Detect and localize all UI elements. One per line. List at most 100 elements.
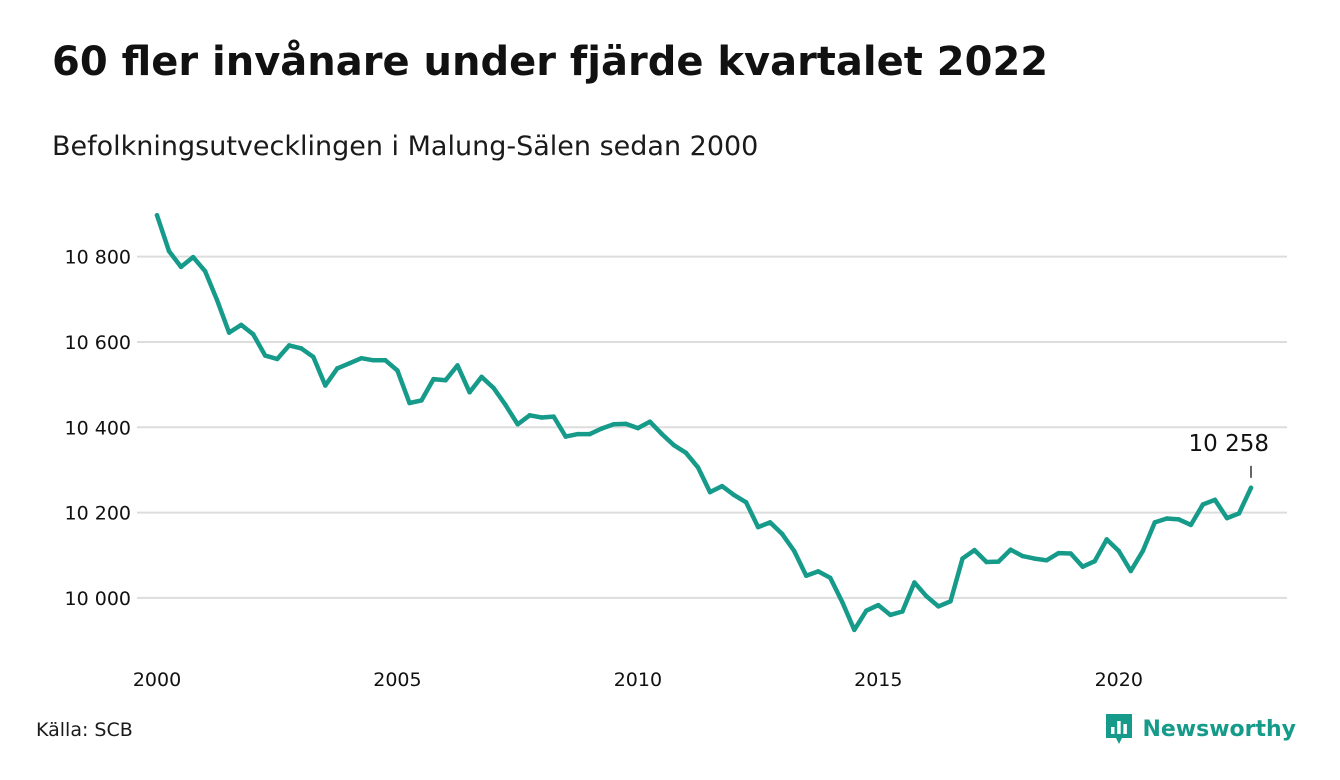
data-point bbox=[1200, 502, 1206, 507]
data-point bbox=[299, 346, 304, 351]
data-point bbox=[1128, 568, 1134, 574]
x-tick-label: 2000 bbox=[133, 669, 181, 691]
data-series bbox=[154, 213, 1254, 633]
data-point bbox=[407, 400, 412, 406]
data-point bbox=[1188, 522, 1194, 528]
data-point bbox=[767, 520, 773, 525]
data-point bbox=[1068, 551, 1073, 556]
data-point bbox=[1140, 548, 1146, 554]
data-point bbox=[707, 489, 713, 495]
data-point bbox=[695, 465, 701, 470]
data-point bbox=[371, 358, 376, 363]
data-point bbox=[575, 431, 581, 437]
data-point bbox=[1152, 520, 1158, 525]
data-point bbox=[960, 556, 965, 561]
data-point bbox=[984, 559, 989, 565]
data-point bbox=[996, 559, 1001, 564]
data-point bbox=[840, 599, 845, 605]
x-tick-label: 2020 bbox=[1095, 669, 1143, 691]
data-point bbox=[178, 264, 184, 270]
x-tick-label: 2015 bbox=[854, 669, 902, 691]
data-point bbox=[671, 442, 677, 448]
data-point bbox=[166, 248, 172, 254]
data-point bbox=[1032, 556, 1037, 561]
data-point bbox=[611, 422, 617, 427]
data-point bbox=[154, 213, 160, 218]
data-point bbox=[347, 361, 352, 366]
x-axis-tick-labels: 2000 2005 2010 2015 2020 bbox=[133, 669, 1143, 691]
data-points bbox=[154, 213, 1254, 633]
data-point bbox=[395, 368, 400, 373]
data-point bbox=[623, 421, 629, 427]
data-point bbox=[250, 332, 256, 337]
data-point bbox=[563, 434, 568, 439]
data-point bbox=[214, 297, 220, 303]
data-point bbox=[359, 355, 364, 361]
data-point bbox=[262, 353, 268, 358]
data-point bbox=[755, 524, 761, 530]
data-point bbox=[1092, 558, 1097, 564]
x-tick-label: 2010 bbox=[614, 669, 662, 691]
data-point bbox=[1044, 558, 1049, 563]
data-point bbox=[815, 569, 821, 574]
data-point bbox=[1248, 485, 1254, 491]
data-point bbox=[1104, 537, 1109, 542]
data-point bbox=[1224, 515, 1230, 521]
data-point bbox=[1056, 550, 1061, 556]
data-point bbox=[900, 609, 905, 614]
data-point bbox=[202, 268, 208, 274]
data-point bbox=[503, 402, 508, 408]
data-point bbox=[972, 547, 977, 553]
y-tick-label: 10 200 bbox=[65, 503, 131, 525]
chart-title: 60 fler invånare under fjärde kvartalet … bbox=[52, 39, 1049, 85]
data-point bbox=[443, 378, 448, 383]
value-annotation: 10 258 bbox=[1189, 431, 1269, 478]
data-point bbox=[743, 500, 749, 505]
data-point bbox=[876, 602, 881, 608]
source-label: Källa: SCB bbox=[36, 719, 133, 741]
data-point bbox=[912, 580, 917, 585]
data-point bbox=[286, 343, 292, 348]
data-point bbox=[515, 422, 520, 427]
data-point bbox=[852, 627, 857, 633]
brand-name: Newsworthy bbox=[1142, 716, 1296, 742]
data-point bbox=[1164, 516, 1170, 521]
data-point bbox=[731, 492, 737, 498]
data-point bbox=[383, 358, 388, 363]
data-point bbox=[683, 450, 689, 456]
data-point bbox=[539, 415, 544, 420]
brand-logo: Newsworthy bbox=[1104, 712, 1296, 746]
data-point bbox=[491, 385, 496, 391]
data-point bbox=[274, 356, 280, 362]
y-tick-label: 10 600 bbox=[65, 332, 131, 354]
data-point bbox=[827, 575, 833, 581]
data-point bbox=[803, 573, 809, 578]
data-point bbox=[455, 363, 460, 368]
data-point bbox=[635, 425, 641, 431]
data-point bbox=[467, 390, 472, 395]
y-axis-tick-labels: 10 000 10 200 10 400 10 600 10 800 bbox=[65, 247, 131, 610]
data-point bbox=[1080, 564, 1085, 569]
data-point bbox=[311, 354, 316, 360]
data-point bbox=[419, 398, 424, 403]
data-point bbox=[1236, 511, 1242, 516]
data-point bbox=[479, 374, 484, 380]
data-point bbox=[1020, 553, 1025, 559]
data-point bbox=[1212, 497, 1218, 503]
data-point bbox=[719, 483, 725, 489]
data-point bbox=[948, 599, 953, 604]
x-tick-label: 2005 bbox=[373, 669, 421, 691]
data-point bbox=[791, 548, 797, 554]
data-point bbox=[647, 419, 653, 424]
data-point bbox=[1116, 548, 1122, 554]
y-tick-label: 10 000 bbox=[65, 588, 131, 610]
data-point bbox=[323, 383, 328, 388]
data-point bbox=[431, 376, 436, 382]
data-point bbox=[924, 593, 929, 599]
data-point bbox=[779, 531, 785, 537]
y-tick-label: 10 800 bbox=[65, 247, 131, 269]
data-point bbox=[888, 612, 893, 618]
data-point bbox=[659, 431, 665, 437]
newsworthy-logo-icon bbox=[1106, 714, 1133, 744]
